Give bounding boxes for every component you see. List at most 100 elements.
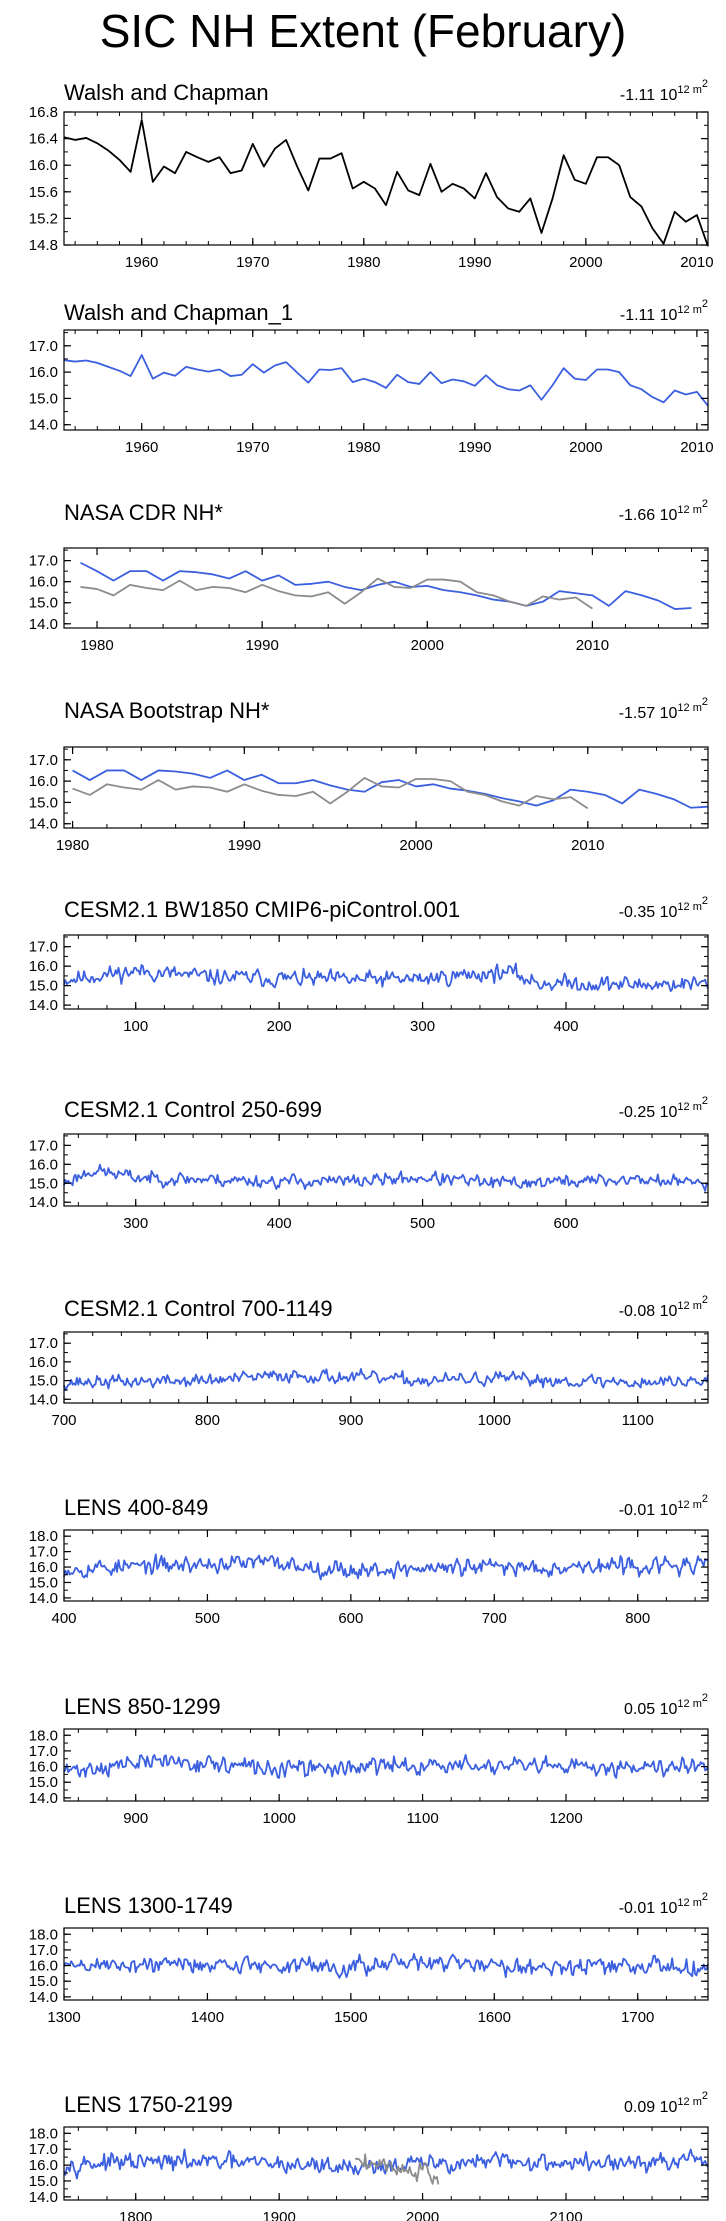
chart-panel: LENS 1750-2199 0.09 1012 m2 14.015.016.017… xyxy=(29,2090,709,2221)
y-tick-label: 14.0 xyxy=(29,1790,58,1807)
y-tick-label: 17.0 xyxy=(29,1743,58,1760)
x-tick-label: 1960 xyxy=(125,254,158,271)
x-tick-label: 1970 xyxy=(236,439,269,456)
x-tick-label: 1100 xyxy=(406,1810,438,1827)
y-tick-label: 16.0 xyxy=(29,773,58,790)
plot-frame xyxy=(63,2126,709,2201)
plot-frame xyxy=(63,1529,709,1602)
y-tick-label: 15.0 xyxy=(29,595,58,612)
x-tick-label: 1700 xyxy=(621,2009,654,2026)
x-tick-label: 2000 xyxy=(399,837,432,854)
series-line xyxy=(72,777,589,810)
y-tick-label: 16.0 xyxy=(29,958,58,975)
chart-title: CESM2.1 Control 250-699 xyxy=(64,1097,322,1122)
y-tick-label: 14.0 xyxy=(29,616,58,633)
y-tick-label: 14.8 xyxy=(29,237,58,254)
trend-label: -1.11 1012 m2 xyxy=(620,78,708,104)
x-tick-label: 2000 xyxy=(569,439,602,456)
x-tick-label: 1970 xyxy=(236,254,269,271)
x-tick-label: 200 xyxy=(267,1018,292,1035)
x-tick-label: 700 xyxy=(482,1610,507,1627)
chart-panel: CESM2.1 Control 250-699 -0.25 1012 m2 14.0… xyxy=(29,1095,709,1232)
plot-frame xyxy=(63,934,709,1010)
y-tick-label: 17.0 xyxy=(29,2141,58,2158)
trend-label: 0.09 1012 m2 xyxy=(624,2090,708,2116)
series-line xyxy=(63,1753,709,1779)
chart-title: LENS 1750-2199 xyxy=(64,2092,233,2117)
chart-panel: NASA CDR NH* -1.66 1012 m2 14.0 15.0 16.0 17.… xyxy=(29,498,709,654)
x-tick-label: 1800 xyxy=(119,2209,152,2221)
plot-frame xyxy=(63,111,709,246)
x-tick-label: 900 xyxy=(338,1412,363,1429)
y-tick-label: 16.4 xyxy=(29,131,58,148)
x-tick-label: 600 xyxy=(338,1610,363,1627)
x-tick-label: 1100 xyxy=(622,1412,654,1429)
y-tick-label: 15.2 xyxy=(29,210,58,227)
plot-frame xyxy=(63,329,709,431)
y-tick-label: 18.0 xyxy=(29,1727,58,1744)
trend-label: -1.11 1012 m2 xyxy=(620,298,708,324)
x-tick-label: 1980 xyxy=(80,637,113,654)
series-line xyxy=(63,962,709,993)
trend-label: -0.01 1012 m2 xyxy=(619,1493,708,1519)
page-title: SIC NH Extent (February) xyxy=(99,5,627,57)
chart-title: LENS 850-1299 xyxy=(64,1694,221,1719)
chart-panel: NASA Bootstrap NH* -1.57 1012 m2 14.0 15.0 1… xyxy=(29,696,709,854)
chart-title: Walsh and Chapman_1 xyxy=(64,300,293,325)
x-tick-label: 1000 xyxy=(478,1412,511,1429)
x-tick-label: 400 xyxy=(51,1610,76,1627)
series-line xyxy=(63,354,709,407)
x-tick-label: 2010 xyxy=(571,837,604,854)
x-tick-label: 1990 xyxy=(245,637,278,654)
y-tick-label: 14.0 xyxy=(29,1194,58,1211)
plot-frame xyxy=(63,1728,709,1802)
y-tick-label: 15.0 xyxy=(29,1373,58,1390)
plot-frame xyxy=(63,1927,709,2001)
x-tick-label: 1600 xyxy=(478,2009,511,2026)
x-tick-label: 2010 xyxy=(576,637,609,654)
series-line xyxy=(63,2148,709,2180)
chart-title: CESM2.1 BW1850 CMIP6-piControl.001 xyxy=(64,897,460,922)
plot-frame xyxy=(63,1133,709,1207)
trend-label: -0.35 1012 m2 xyxy=(619,895,708,921)
chart-panel: Walsh and Chapman_1 -1.11 1012 m2 14.0 15.0… xyxy=(29,298,714,456)
y-tick-label: 15.0 xyxy=(29,794,58,811)
y-tick-label: 16.0 xyxy=(29,364,58,381)
y-tick-label: 15.0 xyxy=(29,390,58,407)
y-tick-label: 14.0 xyxy=(29,997,58,1014)
y-tick-label: 15.0 xyxy=(29,1973,58,1990)
y-tick-label: 18.0 xyxy=(29,1926,58,1943)
chart-title: NASA CDR NH* xyxy=(64,500,223,525)
y-tick-label: 17.0 xyxy=(29,338,58,355)
x-tick-label: 300 xyxy=(123,1215,148,1232)
series-line xyxy=(63,1952,709,1979)
y-tick-label: 14.0 xyxy=(29,1989,58,2006)
chart-panel: Walsh and Chapman -1.11 1012 m2 14.8 15.2 15… xyxy=(29,78,714,271)
y-tick-label: 16.0 xyxy=(29,157,58,174)
trend-label: -0.08 1012 m2 xyxy=(619,1294,708,1320)
y-tick-label: 16.0 xyxy=(29,1958,58,1975)
chart-title: NASA Bootstrap NH* xyxy=(64,698,270,723)
x-tick-label: 1980 xyxy=(56,837,89,854)
y-tick-label: 18.0 xyxy=(29,1528,58,1545)
x-tick-label: 1500 xyxy=(334,2009,367,2026)
y-tick-label: 15.0 xyxy=(29,2173,58,2190)
y-tick-label: 15.0 xyxy=(29,978,58,995)
trend-label: 0.05 1012 m2 xyxy=(624,1692,708,1718)
trend-label: -1.57 1012 m2 xyxy=(619,696,708,722)
x-tick-label: 1400 xyxy=(191,2009,224,2026)
y-tick-label: 16.8 xyxy=(29,104,58,121)
chart-panel: CESM2.1 BW1850 CMIP6-piControl.001 -0.35 … xyxy=(29,895,709,1035)
x-tick-label: 1000 xyxy=(262,1810,295,1827)
x-tick-label: 1300 xyxy=(47,2009,80,2026)
y-tick-label: 14.0 xyxy=(29,1391,58,1408)
y-tick-label: 14.0 xyxy=(29,1590,58,1607)
y-tick-label: 15.0 xyxy=(29,1574,58,1591)
series-line xyxy=(63,119,709,247)
x-tick-label: 1990 xyxy=(458,254,491,271)
plot-frame xyxy=(63,746,709,829)
series-line xyxy=(80,577,593,610)
chart-title: LENS 400-849 xyxy=(64,1495,208,1520)
x-tick-label: 1200 xyxy=(549,1810,582,1827)
